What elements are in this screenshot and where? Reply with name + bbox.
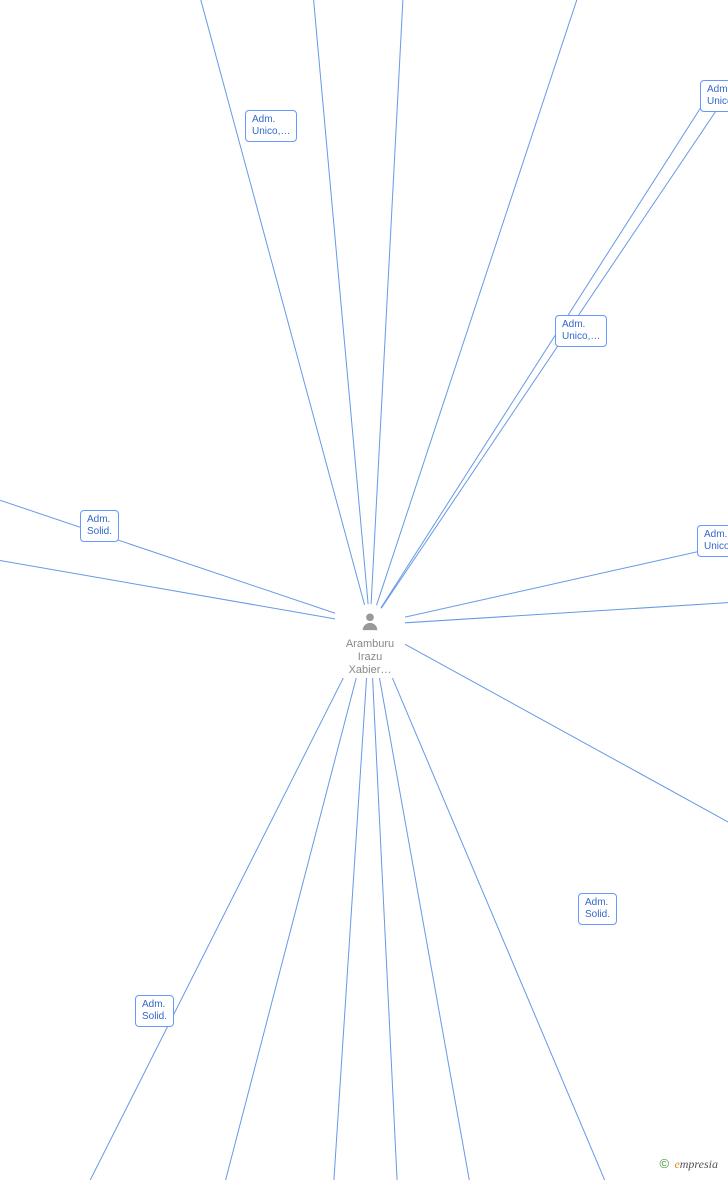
center-node[interactable]: Aramburu Irazu Xabier… xyxy=(335,610,405,678)
edge xyxy=(330,625,370,1180)
relation-node[interactable]: Adm. Solid. xyxy=(135,995,174,1027)
copyright-symbol: © xyxy=(660,1156,670,1171)
edge xyxy=(0,480,370,625)
edge xyxy=(370,102,722,625)
relation-node-label: Adm. Solid. xyxy=(585,897,610,920)
person-icon xyxy=(359,610,381,632)
relation-node[interactable]: Adm. Unico,… xyxy=(700,80,728,112)
relation-node-label: Adm. Solid. xyxy=(87,514,112,537)
relation-node[interactable]: Adm. Solid. xyxy=(80,510,119,542)
edge xyxy=(0,550,370,625)
edge xyxy=(60,625,370,1180)
relation-node-label: Adm. Unico,… xyxy=(704,529,728,552)
edge xyxy=(370,540,728,625)
edge xyxy=(310,0,370,625)
relation-node[interactable]: Adm. Unico,… xyxy=(245,110,297,142)
relation-node-label: Adm. Unico,… xyxy=(252,114,290,137)
relation-node-label: Adm. Unico,… xyxy=(707,84,728,107)
edge xyxy=(370,625,480,1180)
edge xyxy=(370,90,712,625)
center-node-label: Aramburu Irazu Xabier… xyxy=(335,638,405,678)
edge xyxy=(190,0,370,625)
brand-rest: mpresia xyxy=(680,1157,718,1171)
edge xyxy=(210,625,370,1180)
edge xyxy=(370,0,590,625)
relation-node[interactable]: Adm. Unico,… xyxy=(697,525,728,557)
edge xyxy=(370,625,728,845)
relation-node[interactable]: Adm. Solid. xyxy=(578,893,617,925)
relation-node[interactable]: Adm. Unico,… xyxy=(555,315,607,347)
edge xyxy=(370,0,405,625)
relation-node-label: Adm. Unico,… xyxy=(562,319,600,342)
network-edges-layer xyxy=(0,0,728,1180)
footer: © empresia xyxy=(660,1156,719,1172)
relation-node-label: Adm. Solid. xyxy=(142,999,167,1022)
